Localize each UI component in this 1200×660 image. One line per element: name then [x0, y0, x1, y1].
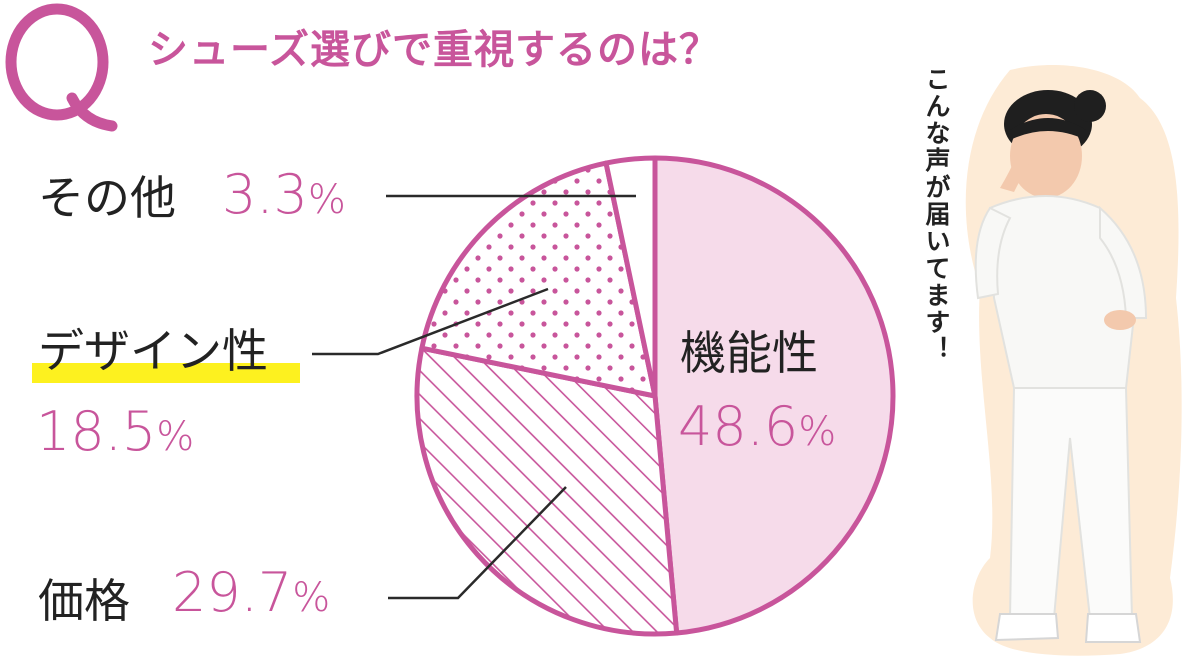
slice-label-functionality: 機能性	[680, 326, 818, 380]
q-mark-tail	[66, 92, 118, 132]
percent-sign: %	[156, 414, 195, 460]
slice-value-price-number: 29.7	[172, 561, 293, 624]
percent-sign: %	[798, 409, 837, 455]
slice-label-other: その他	[38, 171, 176, 225]
person-photo	[965, 65, 1182, 656]
design-highlight-bar	[32, 363, 300, 383]
pie-slice-price	[414, 345, 680, 637]
q-mark-icon	[5, 3, 118, 132]
leader-line-price	[388, 486, 567, 600]
pie-slice-functionality	[652, 155, 896, 636]
chart-title: シューズ選びで重視するのは？	[148, 27, 720, 73]
callout-text: こんな声が届いてます！	[922, 66, 951, 363]
slice-value-functionality-number: 48.6	[678, 395, 799, 458]
slice-label-price: 価格	[38, 574, 130, 628]
slice-value-design: 18.5%	[36, 405, 194, 459]
percent-sign: %	[307, 177, 346, 223]
percent-sign: %	[292, 575, 331, 621]
pie-slice-other	[603, 155, 658, 399]
slice-value-design-number: 18.5	[36, 400, 157, 463]
person-figure	[974, 90, 1148, 643]
slice-label-design: デザイン性	[38, 324, 268, 378]
slice-value-functionality: 48.6%	[678, 400, 836, 454]
pie-slices	[414, 155, 896, 637]
slice-value-other-number: 3.3	[222, 163, 308, 226]
slice-value-price: 29.7%	[172, 566, 330, 620]
leader-line-design	[312, 287, 549, 356]
slice-value-other: 3.3%	[222, 168, 346, 222]
leader-lines	[312, 194, 636, 600]
q-mark-ring	[5, 3, 109, 121]
pie-slice-design	[419, 160, 658, 399]
